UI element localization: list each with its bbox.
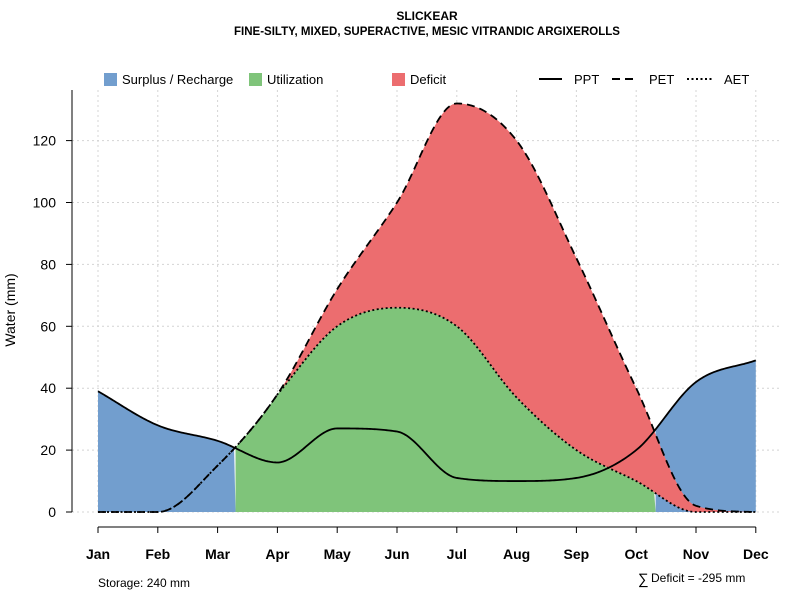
y-tick-label: 20 (40, 442, 56, 458)
x-tick-label: Dec (743, 546, 769, 562)
y-tick-label: 100 (33, 195, 57, 211)
deficit-area (278, 103, 752, 513)
x-tick-label: Jul (447, 546, 467, 562)
areas (98, 103, 756, 513)
x-tick-label: Sep (564, 546, 590, 562)
chart-subtitle: FINE-SILTY, MIXED, SUPERACTIVE, MESIC VI… (234, 26, 620, 38)
series-line-ppt (97, 359, 757, 482)
legend-swatch (392, 73, 405, 86)
axes: 0 20 40 60 80 100 120 Jan Feb Mar Apr May Jun Jul Aug S… (33, 90, 769, 562)
y-axis-label: Water (mm) (2, 273, 18, 346)
chart-title: SLICKEAR (396, 9, 458, 23)
legend-label: Utilization (267, 72, 323, 87)
deficit-annotation: Deficit = -295 mm (651, 571, 745, 585)
y-tick-label: 0 (48, 504, 56, 520)
x-tick-label: Nov (683, 546, 710, 562)
y-tick-label: 40 (40, 380, 56, 396)
legend-label: AET (724, 72, 749, 87)
legend-label: PPT (574, 72, 599, 87)
sum-icon: ∑ (638, 571, 649, 588)
x-tick-label: Oct (625, 546, 649, 562)
storage-annotation: Storage: 240 mm (98, 576, 190, 590)
utilization-area (235, 307, 656, 512)
legend-swatch (104, 73, 117, 86)
x-tick-label: Feb (145, 546, 170, 562)
y-tick-label: 80 (40, 256, 56, 272)
x-tick-label: Mar (205, 546, 230, 562)
legend-swatch (249, 73, 262, 86)
x-tick-label: Apr (265, 546, 290, 562)
legend-label: Surplus / Recharge (122, 72, 233, 87)
y-tick-label: 120 (33, 133, 57, 149)
x-tick-label: Jun (385, 546, 410, 562)
y-tick-label: 60 (40, 318, 56, 334)
x-tick-label: Aug (503, 546, 530, 562)
x-tick-label: May (324, 546, 351, 562)
surplus-recharge-area (98, 391, 236, 512)
series-lines (97, 102, 757, 513)
series-line-aet (98, 306, 756, 513)
legend-label: Deficit (410, 72, 447, 87)
legend: Surplus / Recharge Utilization Deficit PPT P… (104, 72, 749, 87)
legend-label: PET (649, 72, 674, 87)
x-tick-label: Jan (86, 546, 110, 562)
